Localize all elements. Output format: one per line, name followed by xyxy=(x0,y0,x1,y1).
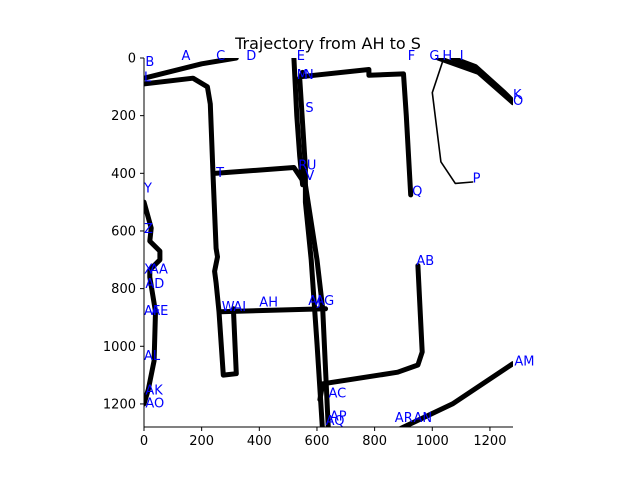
point-label-ab: AB xyxy=(416,254,434,269)
x-tick-label-1000: 1000 xyxy=(416,434,449,449)
road-path-1 xyxy=(144,58,239,81)
point-label-a: A xyxy=(182,49,191,64)
point-label-ak: AK xyxy=(145,384,163,399)
x-tick-label-1200: 1200 xyxy=(473,434,506,449)
x-tick-label-600: 600 xyxy=(305,434,330,449)
point-label-aq: AQ xyxy=(326,414,345,429)
point-label-ad: AD xyxy=(145,277,164,292)
point-label-l: L xyxy=(144,71,152,86)
point-label-w: W xyxy=(222,300,235,315)
point-label-aj: AJ xyxy=(308,294,321,309)
x-tick-label-800: 800 xyxy=(362,434,387,449)
road-path-7 xyxy=(217,306,329,315)
point-label-ae: AE xyxy=(151,304,168,319)
point-label-s: S xyxy=(305,101,313,116)
road-path-3 xyxy=(213,165,331,427)
point-label-p: P xyxy=(473,172,481,187)
road-path-12 xyxy=(144,199,163,407)
x-tick-label-200: 200 xyxy=(189,434,214,449)
point-label-f: F xyxy=(408,49,415,64)
road-path-6 xyxy=(297,75,325,427)
road-path-13 xyxy=(431,58,474,185)
point-label-b: B xyxy=(145,55,154,70)
point-label-o: O xyxy=(513,94,523,109)
point-label-af: AF xyxy=(144,304,160,319)
point-label-c: C xyxy=(216,49,225,64)
point-label-e: E xyxy=(297,49,305,64)
point-label-an: AN xyxy=(414,411,433,426)
point-label-n: N xyxy=(304,68,314,83)
point-label-am: AM xyxy=(514,355,534,370)
y-tick-label-0: 0 xyxy=(128,52,136,67)
y-tick-label-1000: 1000 xyxy=(103,340,136,355)
point-label-m: M xyxy=(297,68,308,83)
chart-title: Trajectory from AH to S xyxy=(234,34,421,53)
road-path-9 xyxy=(397,361,513,427)
point-label-r: R xyxy=(298,159,307,174)
axes-layer: 0 200 400 600 800 1000 1200 0 200 400 600 800 1000 12… xyxy=(103,52,513,449)
y-tick-label-800: 800 xyxy=(111,282,136,297)
y-tick-label-600: 600 xyxy=(111,224,136,239)
point-label-d: D xyxy=(246,49,256,64)
point-label-y: Y xyxy=(143,182,152,197)
point-label-ap: AP xyxy=(330,410,347,425)
road-path-4 xyxy=(291,58,306,188)
road-path-11 xyxy=(450,58,513,104)
x-tick-label-400: 400 xyxy=(247,434,272,449)
point-label-ah: AH xyxy=(259,296,278,311)
point-label-u: U xyxy=(307,159,317,174)
point-label-q: Q xyxy=(412,185,422,200)
roads-layer xyxy=(144,58,513,427)
point-label-ac: AC xyxy=(329,386,347,401)
point-label-ag: AG xyxy=(316,294,335,309)
point-label-ai: AI xyxy=(233,300,246,315)
point-label-h: H xyxy=(442,49,452,64)
road-path-8 xyxy=(317,263,425,403)
point-label-k: K xyxy=(513,88,522,103)
axes-background xyxy=(144,58,513,427)
x-tick-label-0: 0 xyxy=(140,434,148,449)
point-label-ao: AO xyxy=(145,397,164,412)
point-label-al: AL xyxy=(144,349,161,364)
point-label-g: G xyxy=(429,49,439,64)
point-label-v: V xyxy=(305,169,314,184)
point-label-z: Z xyxy=(144,222,153,237)
point-label-ar: AR xyxy=(395,411,413,426)
point-label-aa: AA xyxy=(150,262,168,277)
point-label-x: X xyxy=(144,262,153,277)
y-tick-label-200: 200 xyxy=(111,109,136,124)
road-path-2 xyxy=(144,75,239,378)
point-label-t: T xyxy=(215,166,224,181)
y-tick-label-400: 400 xyxy=(111,167,136,182)
y-tick-label-1200: 1200 xyxy=(103,397,136,412)
point-label-i: I xyxy=(460,49,464,64)
